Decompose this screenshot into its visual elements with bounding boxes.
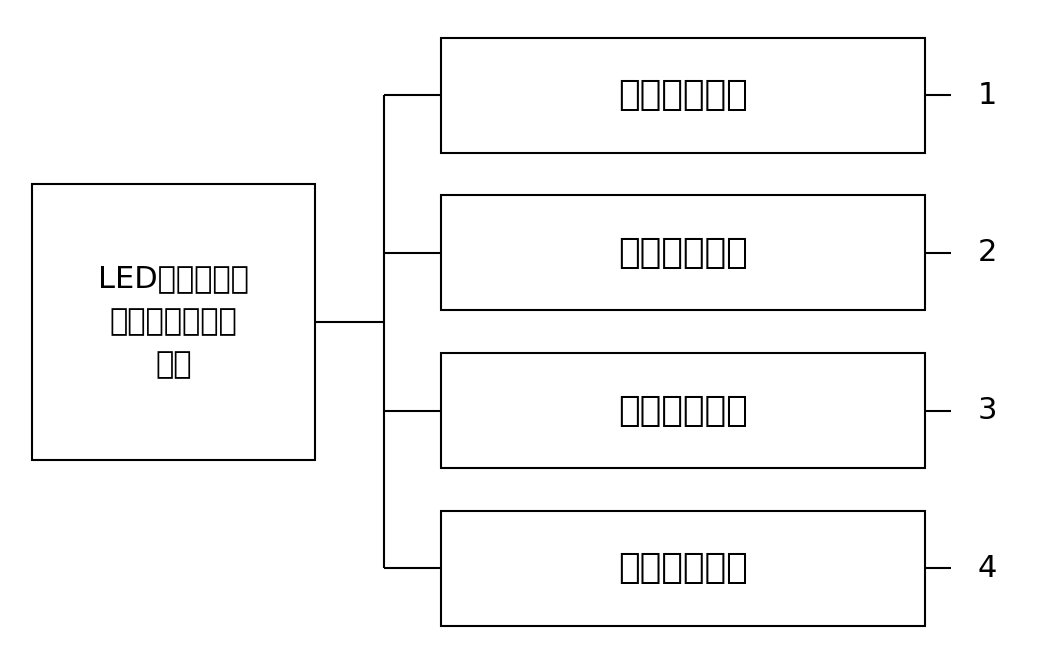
Text: 4: 4	[977, 554, 996, 583]
Bar	[441, 38, 925, 153]
Text: 2: 2	[977, 238, 996, 267]
Text: 信号处理模块: 信号处理模块	[618, 236, 748, 270]
Text: 场景输出模块: 场景输出模块	[618, 551, 748, 585]
Text: 信号采集模块: 信号采集模块	[618, 78, 748, 112]
Text: 1: 1	[977, 81, 996, 110]
Bar	[441, 196, 925, 311]
Bar	[441, 511, 925, 625]
Text: 场景编辑模块: 场景编辑模块	[618, 394, 748, 428]
Text: 3: 3	[977, 396, 997, 425]
Bar	[32, 184, 315, 460]
Text: LED灯光场景的
交互式三维编辑
装置: LED灯光场景的 交互式三维编辑 装置	[98, 265, 249, 379]
Bar	[441, 353, 925, 468]
